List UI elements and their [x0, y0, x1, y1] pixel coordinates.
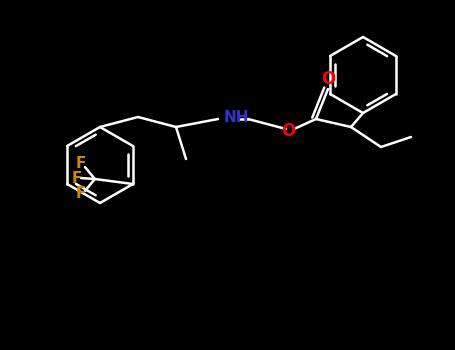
Text: O: O [321, 70, 335, 88]
Text: F: F [76, 155, 86, 170]
Text: NH: NH [224, 110, 249, 125]
Text: F: F [72, 170, 82, 186]
Text: O: O [281, 122, 295, 140]
Text: F: F [76, 186, 86, 201]
